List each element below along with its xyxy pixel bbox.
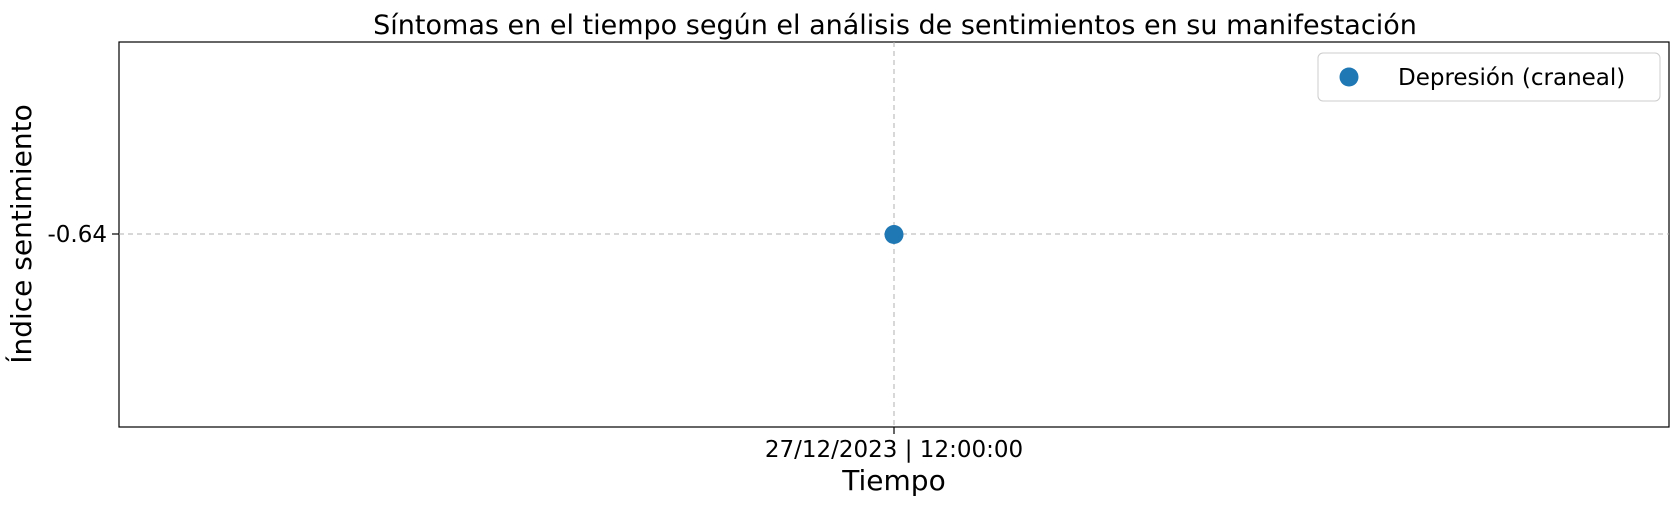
data-points: [884, 225, 904, 244]
legend-box: [1317, 52, 1661, 102]
y-tick-label: -0.64: [47, 222, 107, 248]
x-axis-label: Tiempo: [841, 464, 945, 497]
chart-title: Síntomas en el tiempo según el análisis …: [373, 10, 1417, 41]
x-tick-label: 27/12/2023 | 12:00:00: [765, 437, 1023, 463]
y-axis-label: Índice sentimiento: [4, 104, 38, 364]
legend-marker: [1339, 67, 1359, 87]
data-point: [884, 225, 904, 244]
legend-label: Depresión (craneal): [1398, 65, 1625, 91]
legend: Depresión (craneal): [1317, 52, 1661, 102]
